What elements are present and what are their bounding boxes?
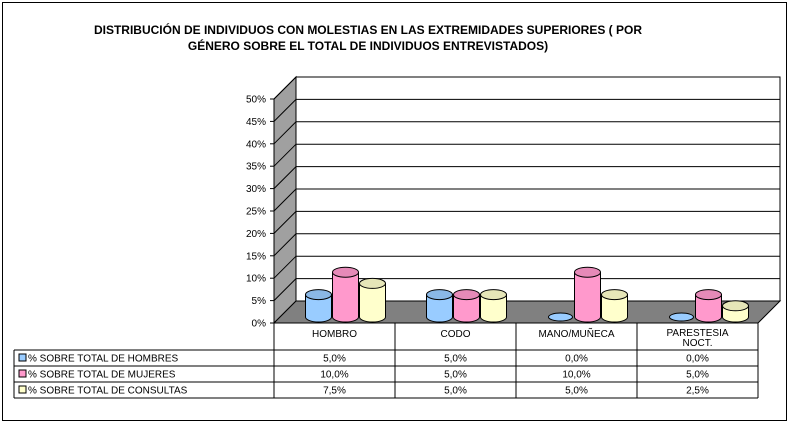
category-label: MANO/MUÑECA bbox=[538, 327, 614, 340]
data-label: 2,5% bbox=[686, 386, 709, 397]
y-tick-label: 20% bbox=[246, 229, 266, 240]
bar bbox=[332, 266, 359, 323]
bar bbox=[722, 300, 749, 323]
chart-title-line-2: GÉNERO SOBRE EL TOTAL DE INDIVIDUOS ENTR… bbox=[187, 39, 549, 53]
category-label: NOCT. bbox=[683, 338, 713, 349]
bar bbox=[305, 289, 332, 323]
legend-label: % SOBRE TOTAL DE CONSULTAS bbox=[28, 386, 188, 397]
bar-top bbox=[722, 300, 749, 312]
y-tick-label: 25% bbox=[246, 207, 266, 218]
gridline bbox=[273, 121, 780, 145]
bar bbox=[426, 289, 453, 323]
bar-top bbox=[426, 289, 453, 301]
data-label: 5,0% bbox=[565, 386, 588, 397]
chart-title-line-1: DISTRIBUCIÓN DE INDIVIDUOS CON MOLESTIAS… bbox=[93, 23, 643, 37]
data-label: 0,0% bbox=[565, 354, 588, 365]
gridline bbox=[273, 76, 780, 100]
bar-body bbox=[305, 294, 332, 323]
y-tick-label: 5% bbox=[252, 296, 267, 307]
legend-label: % SOBRE TOTAL DE HOMBRES bbox=[28, 354, 179, 365]
bar-top bbox=[359, 277, 386, 289]
legend-swatch bbox=[18, 369, 27, 378]
y-tick-label: 40% bbox=[246, 139, 266, 150]
data-label: 10,0% bbox=[562, 370, 590, 381]
bar bbox=[480, 289, 507, 323]
bar-body bbox=[601, 294, 628, 323]
category-label: HOMBRO bbox=[312, 329, 357, 340]
bar bbox=[548, 312, 573, 322]
data-label: 5,0% bbox=[686, 370, 709, 381]
bar bbox=[574, 266, 601, 323]
bar-flat bbox=[548, 312, 573, 322]
y-tick-label: 50% bbox=[246, 95, 266, 106]
data-label: 7,5% bbox=[323, 386, 346, 397]
category-label: CODO bbox=[441, 329, 471, 340]
bar-body bbox=[480, 294, 507, 323]
bar-top bbox=[332, 266, 359, 278]
data-label: 5,0% bbox=[444, 386, 467, 397]
bar-top bbox=[695, 289, 722, 301]
data-label: 5,0% bbox=[444, 370, 467, 381]
gridline bbox=[273, 98, 780, 122]
bar bbox=[359, 277, 386, 323]
legend-swatch bbox=[18, 385, 27, 394]
y-tick-label: 10% bbox=[246, 274, 266, 285]
y-tick-label: 15% bbox=[246, 251, 266, 262]
gridlines bbox=[273, 76, 780, 301]
bar-top bbox=[305, 289, 332, 301]
data-label: 0,0% bbox=[686, 354, 709, 365]
data-label: 5,0% bbox=[323, 354, 346, 365]
bar-body bbox=[453, 294, 480, 323]
gridline bbox=[273, 210, 780, 234]
bar-flat bbox=[669, 312, 694, 322]
y-tick-label: 35% bbox=[246, 162, 266, 173]
bar bbox=[453, 289, 480, 323]
bar-body bbox=[359, 282, 386, 323]
bar-top bbox=[453, 289, 480, 301]
y-tick-label: 30% bbox=[246, 184, 266, 195]
gridline bbox=[273, 278, 780, 301]
bar-top bbox=[480, 289, 507, 301]
bars bbox=[305, 266, 749, 323]
legend-label: % SOBRE TOTAL DE MUJERES bbox=[28, 370, 176, 381]
gridline bbox=[273, 166, 780, 189]
legend-swatch bbox=[18, 353, 27, 362]
bar-body bbox=[574, 271, 601, 323]
y-axis-ticks: 0% 5% 10% 15% 20% 25% 30% 35% 40% 45% 50% bbox=[246, 95, 275, 330]
gridline bbox=[273, 233, 780, 257]
bar-top bbox=[574, 266, 601, 278]
gridline bbox=[273, 255, 780, 279]
chart-title: DISTRIBUCIÓN DE INDIVIDUOS CON MOLESTIAS… bbox=[28, 22, 708, 54]
category-label: PARESTESIA bbox=[666, 328, 728, 339]
bar-top bbox=[601, 289, 628, 301]
y-tick-label: 0% bbox=[252, 319, 267, 330]
bar bbox=[601, 289, 628, 323]
bar bbox=[695, 289, 722, 323]
data-label: 10,0% bbox=[320, 370, 348, 381]
gridline bbox=[273, 188, 780, 212]
bar bbox=[669, 312, 694, 322]
data-label: 5,0% bbox=[444, 354, 467, 365]
bar-body bbox=[332, 271, 359, 323]
bar-body bbox=[426, 294, 453, 323]
gridline bbox=[273, 143, 780, 167]
bar-body bbox=[695, 294, 722, 323]
y-tick-label: 45% bbox=[246, 117, 266, 128]
